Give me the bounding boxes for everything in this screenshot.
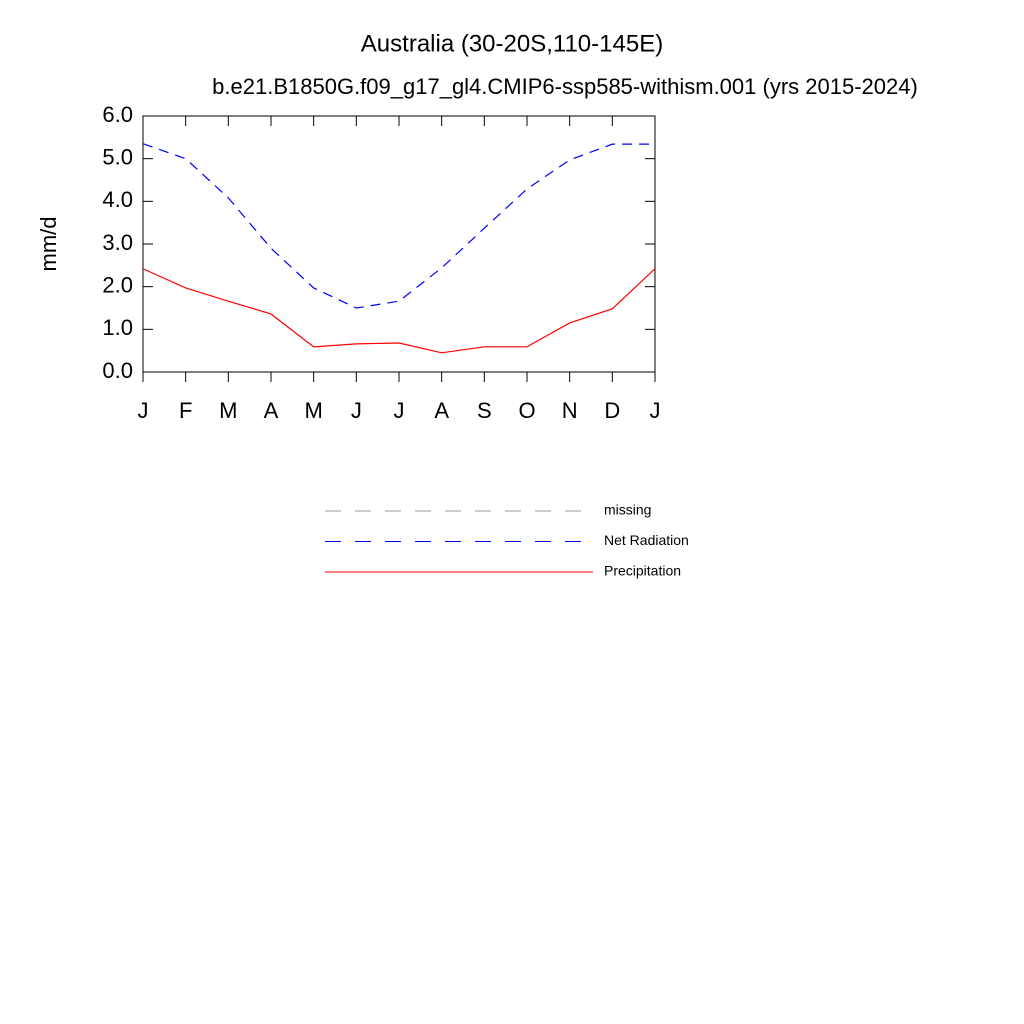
y-tick-label: 0.0	[102, 358, 133, 383]
x-tick-label: N	[562, 398, 578, 423]
y-tick-label: 2.0	[102, 272, 133, 297]
x-tick-label: J	[394, 398, 405, 423]
y-tick-label: 4.0	[102, 187, 133, 212]
x-tick-label: S	[477, 398, 492, 423]
chart-title: Australia (30-20S,110-145E)	[361, 30, 663, 57]
series-line	[142, 143, 655, 309]
x-tick-label: A	[434, 398, 449, 423]
plot-frame	[142, 115, 656, 373]
series-line	[142, 268, 656, 354]
x-tick-label: J	[351, 398, 362, 423]
y-tick-label: 3.0	[102, 230, 133, 255]
chart-subtitle: b.e21.B1850G.f09_g17_gl4.CMIP6-ssp585-wi…	[212, 74, 918, 99]
x-tick-label: F	[179, 398, 192, 423]
x-tick-label: O	[518, 398, 535, 423]
legend-label: Precipitation	[604, 563, 681, 579]
y-tick-label: 1.0	[102, 315, 133, 340]
y-tick-label: 6.0	[102, 102, 133, 127]
x-tick-label: D	[604, 398, 620, 423]
y-axis-label: mm/d	[36, 217, 61, 272]
legend-label: Net Radiation	[604, 532, 689, 548]
x-tick-label: A	[264, 398, 279, 423]
x-tick-label: J	[650, 398, 661, 423]
y-tick-label: 5.0	[102, 144, 133, 169]
x-tick-label: J	[138, 398, 149, 423]
x-tick-label: M	[219, 398, 237, 423]
legend-label: missing	[604, 502, 651, 518]
x-tick-label: M	[305, 398, 323, 423]
